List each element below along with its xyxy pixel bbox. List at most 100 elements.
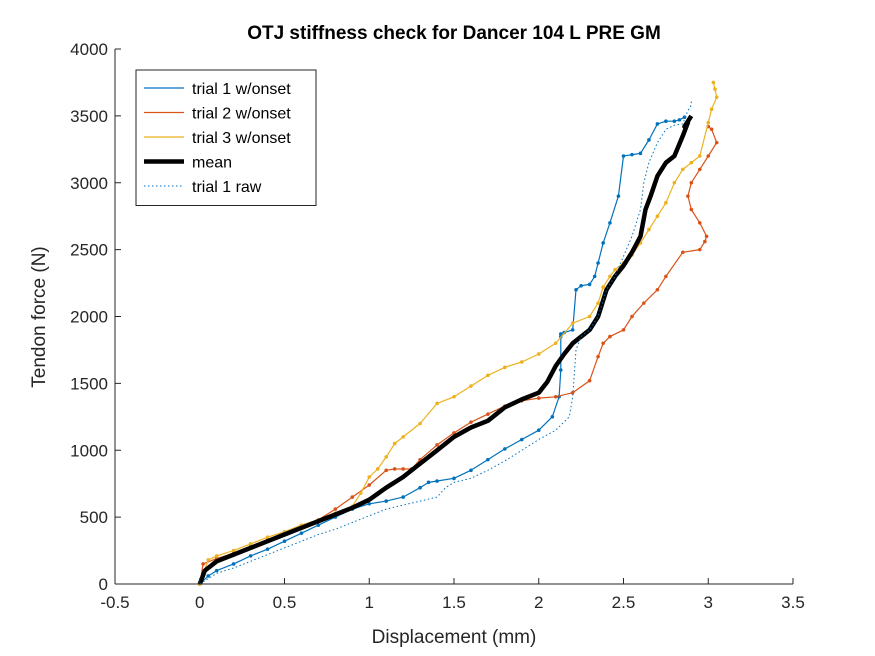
data-point	[587, 378, 592, 383]
x-tick-label: 2.5	[612, 593, 636, 612]
data-point	[553, 341, 558, 346]
data-point	[401, 435, 405, 439]
data-point	[681, 250, 685, 255]
data-point	[703, 239, 707, 244]
data-point	[265, 547, 270, 552]
y-tick-label: 3500	[70, 107, 108, 126]
data-point	[418, 485, 422, 490]
y-tick-label: 4000	[70, 40, 108, 59]
data-point	[709, 107, 714, 111]
data-point	[713, 87, 717, 91]
data-point	[536, 352, 541, 356]
data-point	[520, 437, 524, 442]
data-point	[375, 467, 380, 471]
data-point	[206, 574, 211, 578]
data-point	[655, 122, 660, 126]
data-point	[704, 234, 709, 239]
data-point	[601, 241, 605, 245]
data-point	[469, 468, 473, 473]
data-point	[426, 480, 431, 485]
data-point	[608, 221, 612, 225]
data-point	[214, 554, 219, 558]
data-point	[316, 523, 321, 527]
data-point	[714, 95, 719, 99]
chart-title: OTJ stiffness check for Dancer 104 L PRE…	[247, 23, 661, 44]
legend-label: trial 2 w/onset	[192, 106, 291, 123]
data-point	[248, 554, 253, 558]
data-point	[686, 194, 690, 198]
data-point	[333, 507, 338, 511]
data-point	[558, 368, 563, 372]
data-point	[248, 542, 253, 546]
data-point	[435, 479, 439, 483]
data-point	[697, 167, 702, 172]
data-point	[630, 152, 634, 157]
data-point	[367, 475, 372, 479]
data-point	[697, 247, 702, 252]
data-point	[689, 207, 694, 212]
data-point	[214, 568, 219, 573]
data-point	[642, 301, 646, 305]
data-point	[469, 420, 473, 424]
data-point	[647, 138, 651, 142]
data-point	[587, 282, 592, 287]
data-point	[570, 328, 575, 332]
data-point	[706, 120, 711, 125]
data-point	[697, 154, 702, 158]
series-line	[197, 114, 694, 585]
data-point	[592, 274, 597, 279]
data-point	[536, 428, 541, 432]
x-tick-label: -0.5	[100, 593, 129, 612]
data-point	[452, 394, 456, 399]
data-point	[231, 548, 236, 553]
data-point	[655, 214, 660, 218]
data-point	[681, 167, 685, 172]
x-tick-label: 1	[365, 593, 374, 612]
data-point	[435, 401, 439, 406]
y-tick-label: 500	[80, 508, 108, 527]
data-point	[570, 390, 575, 395]
data-point	[536, 396, 541, 400]
data-point	[384, 455, 389, 459]
data-point	[367, 501, 372, 506]
data-point	[647, 227, 651, 232]
legend-box	[135, 69, 317, 206]
series-layer	[197, 80, 719, 586]
x-tick-label: 3.5	[781, 593, 805, 612]
data-point	[392, 441, 397, 446]
y-tick-label: 3000	[70, 174, 108, 193]
legend: trial 1 w/onset trial 2 w/onset trial 3 w/…	[135, 69, 317, 206]
data-point	[596, 354, 600, 359]
data-point	[486, 412, 490, 416]
data-point	[579, 283, 583, 288]
data-point	[550, 415, 555, 419]
data-point	[367, 483, 372, 487]
data-point	[655, 287, 660, 292]
x-tick-label: 1.5	[442, 593, 466, 612]
data-point	[621, 154, 626, 158]
data-point	[689, 160, 694, 165]
x-tick-label: 0.5	[273, 593, 297, 612]
data-point	[231, 562, 236, 566]
data-point	[392, 467, 397, 471]
data-point	[601, 341, 605, 346]
data-point	[587, 314, 592, 319]
data-point	[469, 384, 473, 388]
data-point	[358, 491, 363, 495]
series-4	[197, 114, 694, 585]
data-point	[553, 394, 558, 399]
data-point	[672, 119, 677, 124]
data-point	[520, 360, 524, 364]
data-point	[486, 457, 490, 462]
data-point	[613, 267, 617, 272]
data-point	[630, 314, 634, 319]
data-point	[706, 154, 711, 158]
legend-label: trial 1 raw	[192, 179, 262, 196]
y-tick-label: 0	[99, 575, 108, 594]
data-point	[664, 119, 668, 124]
data-point	[596, 301, 600, 305]
data-point	[638, 151, 643, 156]
data-point	[596, 261, 600, 265]
data-point	[384, 468, 389, 473]
data-point	[709, 127, 714, 132]
